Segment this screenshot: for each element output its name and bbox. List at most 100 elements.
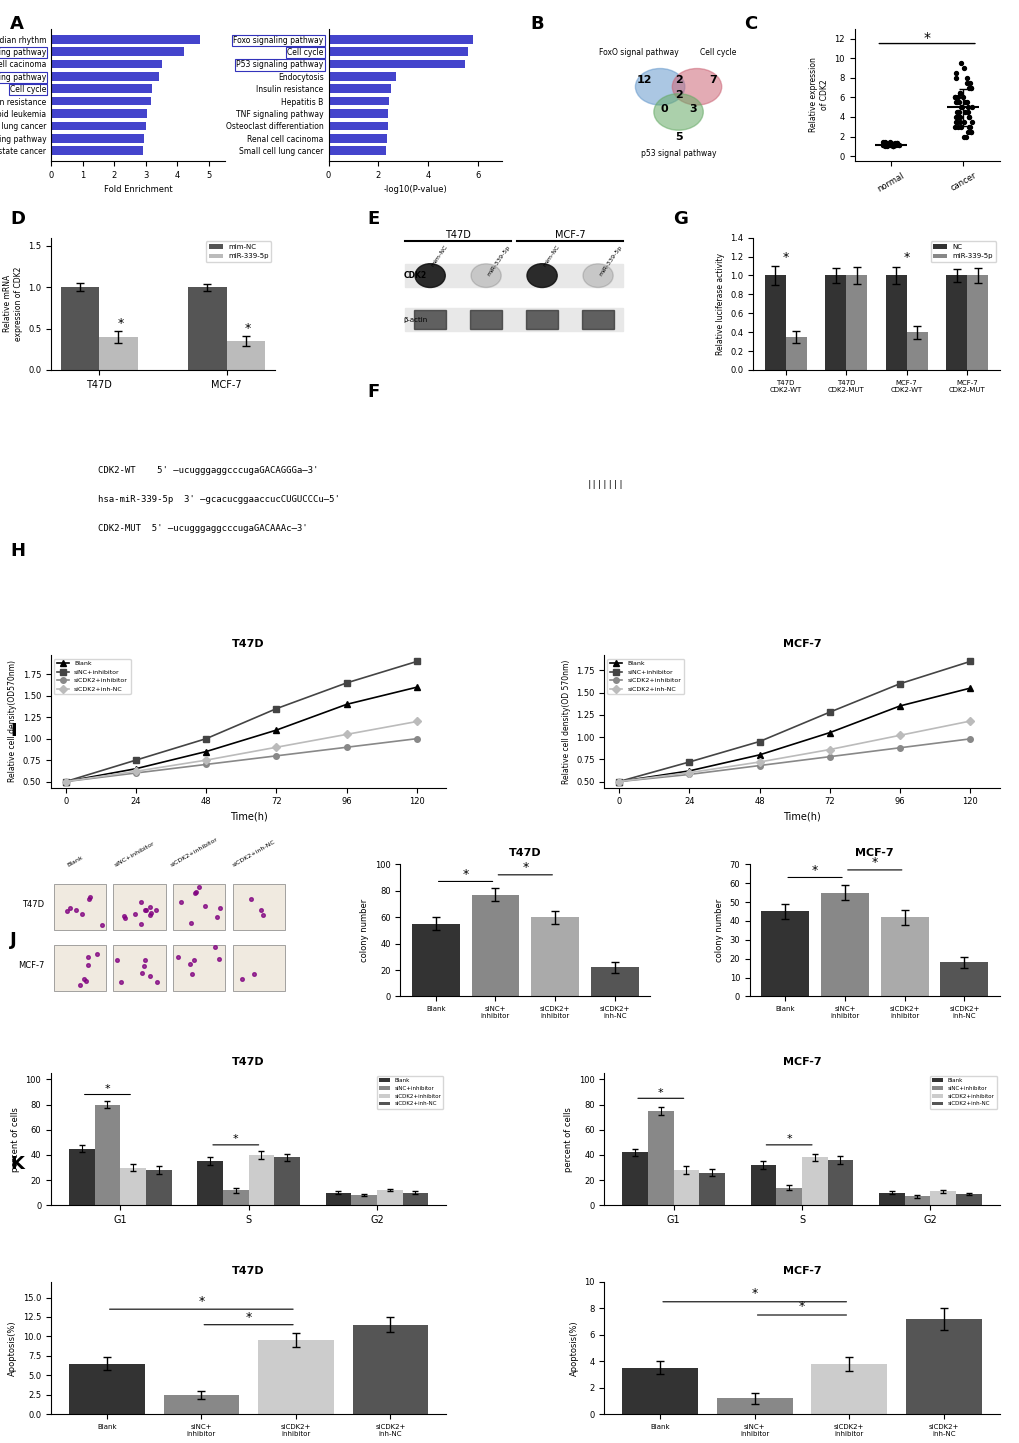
- Point: [874, 134, 891, 157]
- Point: [255, 903, 271, 926]
- Text: mim-NC: mim-NC: [541, 244, 560, 268]
- Bar: [351, 1195, 377, 1205]
- Ellipse shape: [653, 94, 702, 130]
- Text: *: *: [118, 317, 124, 330]
- Text: D: D: [10, 209, 25, 228]
- Bar: [878, 1193, 904, 1205]
- Text: *: *: [903, 251, 909, 264]
- Point: [876, 134, 893, 157]
- Bar: [328, 48, 468, 56]
- X-axis label: Time(h): Time(h): [229, 812, 267, 823]
- Y-axis label: Apoptosis(%): Apoptosis(%): [8, 1320, 17, 1375]
- Legend: Blank, siNC+inhibitor, siCDK2+inhibitor, siCDK2+inh-NC: Blank, siNC+inhibitor, siCDK2+inhibitor,…: [54, 658, 130, 694]
- Bar: [622, 1368, 697, 1414]
- Point: [883, 133, 900, 156]
- siCDK2+inh-NC: [612, 773, 625, 791]
- Point: [169, 945, 185, 968]
- Point: [82, 886, 98, 909]
- Text: E: E: [367, 209, 379, 228]
- Blank: [963, 680, 975, 697]
- siNC+inhibitor: [129, 752, 142, 769]
- Bar: [377, 1190, 403, 1205]
- Point: [184, 962, 201, 986]
- Point: [89, 942, 105, 965]
- Bar: [328, 146, 385, 154]
- Blank: [200, 743, 212, 760]
- Bar: [328, 97, 389, 105]
- Text: C: C: [744, 14, 757, 33]
- Bar: [405, 264, 623, 287]
- Point: [961, 71, 977, 94]
- Point: [181, 952, 198, 975]
- siCDK2+inhibitor: [411, 730, 423, 747]
- X-axis label: -log10(P-value): -log10(P-value): [383, 185, 447, 195]
- Point: [246, 962, 262, 986]
- siCDK2+inh-NC: [753, 753, 765, 771]
- Text: FoxO signal pathway: FoxO signal pathway: [598, 48, 679, 58]
- Text: A: A: [10, 14, 24, 33]
- Point: [142, 964, 158, 987]
- Bar: [95, 1104, 120, 1205]
- Point: [949, 115, 965, 139]
- Point: [132, 912, 149, 935]
- Text: |||||||: |||||||: [586, 481, 624, 489]
- Bar: [197, 1162, 223, 1205]
- Point: [876, 133, 893, 156]
- Text: *: *: [751, 1287, 757, 1300]
- Bar: [590, 967, 638, 997]
- Point: [877, 133, 894, 156]
- Legend: NC, miR-339-5p: NC, miR-339-5p: [929, 241, 996, 263]
- Bar: [879, 918, 927, 997]
- Text: CDK2: CDK2: [403, 271, 426, 280]
- Point: [876, 131, 893, 154]
- Point: [948, 91, 964, 114]
- Point: [956, 91, 972, 114]
- Bar: [811, 1364, 887, 1414]
- Point: [953, 95, 969, 118]
- Bar: [120, 1167, 146, 1205]
- Bar: [826, 1160, 853, 1205]
- Point: [959, 101, 975, 124]
- Bar: [526, 310, 557, 329]
- Point: [947, 105, 963, 128]
- Bar: [699, 1173, 725, 1205]
- Point: [81, 887, 97, 911]
- Y-axis label: colony number: colony number: [360, 899, 369, 962]
- Point: [947, 85, 963, 108]
- Bar: [173, 883, 225, 931]
- Bar: [328, 35, 472, 43]
- Bar: [328, 110, 388, 118]
- siCDK2+inhibitor: [129, 765, 142, 782]
- Text: 12: 12: [636, 75, 651, 85]
- Text: K: K: [10, 1154, 24, 1173]
- Point: [955, 126, 971, 149]
- Legend: Blank, siNC+inhibitor, siCDK2+inhibitor, siCDK2+inh-NC: Blank, siNC+inhibitor, siCDK2+inhibitor,…: [376, 1076, 443, 1108]
- Blank: [683, 762, 695, 779]
- Point: [94, 913, 110, 937]
- Bar: [328, 59, 465, 68]
- Point: [243, 887, 259, 911]
- Text: 0: 0: [659, 104, 667, 114]
- Point: [888, 131, 904, 154]
- Text: F: F: [367, 382, 379, 401]
- Text: β-actin: β-actin: [403, 316, 427, 323]
- Point: [62, 896, 78, 919]
- Point: [880, 134, 897, 157]
- Bar: [955, 1193, 980, 1205]
- siCDK2+inh-NC: [823, 740, 836, 758]
- Legend: Blank, siNC+inhibitor, siCDK2+inhibitor, siCDK2+inh-NC: Blank, siNC+inhibitor, siCDK2+inhibitor,…: [607, 658, 683, 694]
- siCDK2+inh-NC: [893, 727, 905, 745]
- Title: T47D: T47D: [232, 639, 265, 649]
- Point: [948, 110, 964, 133]
- Point: [136, 954, 152, 977]
- Text: siCDK2+inhibitor: siCDK2+inhibitor: [169, 837, 218, 867]
- Point: [958, 91, 974, 114]
- Point: [958, 71, 974, 94]
- Bar: [51, 59, 162, 68]
- Point: [956, 101, 972, 124]
- Bar: [750, 1165, 775, 1205]
- Point: [197, 895, 213, 918]
- Point: [77, 970, 94, 993]
- Point: [126, 903, 143, 926]
- siNC+inhibitor: [270, 700, 282, 717]
